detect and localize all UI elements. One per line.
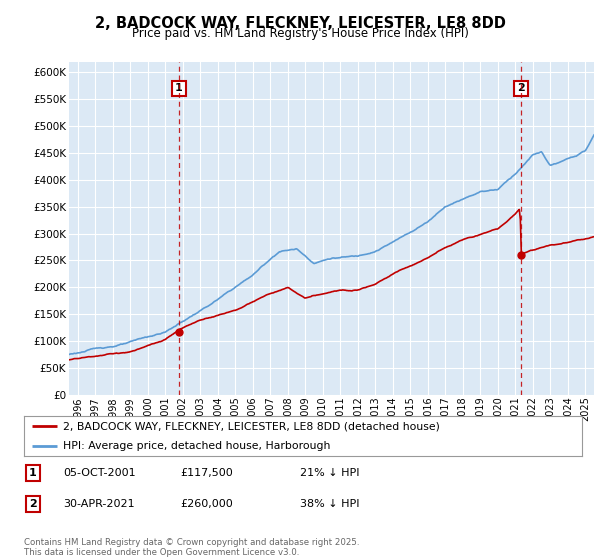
Text: 2, BADCOCK WAY, FLECKNEY, LEICESTER, LE8 8DD: 2, BADCOCK WAY, FLECKNEY, LEICESTER, LE8… — [95, 16, 505, 31]
Text: 2: 2 — [29, 499, 37, 509]
Text: 2, BADCOCK WAY, FLECKNEY, LEICESTER, LE8 8DD (detached house): 2, BADCOCK WAY, FLECKNEY, LEICESTER, LE8… — [63, 421, 440, 431]
Text: 05-OCT-2001: 05-OCT-2001 — [63, 468, 136, 478]
Text: Contains HM Land Registry data © Crown copyright and database right 2025.
This d: Contains HM Land Registry data © Crown c… — [24, 538, 359, 557]
Text: HPI: Average price, detached house, Harborough: HPI: Average price, detached house, Harb… — [63, 441, 331, 451]
Text: 2: 2 — [517, 83, 525, 94]
Text: 21% ↓ HPI: 21% ↓ HPI — [300, 468, 359, 478]
Text: £260,000: £260,000 — [180, 499, 233, 509]
Text: 1: 1 — [175, 83, 183, 94]
Text: 38% ↓ HPI: 38% ↓ HPI — [300, 499, 359, 509]
Text: 1: 1 — [29, 468, 37, 478]
Text: £117,500: £117,500 — [180, 468, 233, 478]
Text: 30-APR-2021: 30-APR-2021 — [63, 499, 134, 509]
Text: Price paid vs. HM Land Registry's House Price Index (HPI): Price paid vs. HM Land Registry's House … — [131, 27, 469, 40]
